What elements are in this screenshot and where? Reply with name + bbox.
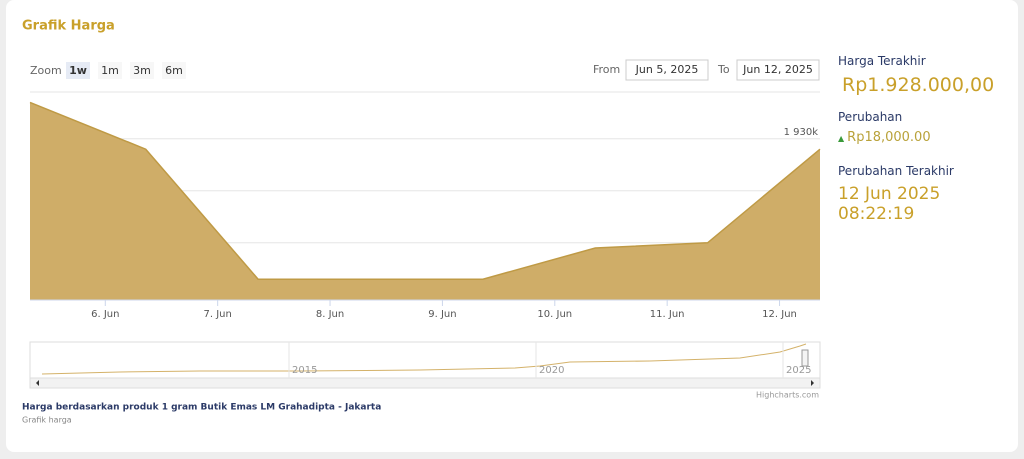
line [29,101,821,280]
x-tick-label: 6. Jun [91,309,119,320]
navigator-line [41,343,807,375]
side-item: Perubahan Terakhir 12 Jun 2025 08:22:19 [838,164,1008,224]
navigator-label: 2025 [786,365,811,376]
sub-caption: Grafik harga [22,416,72,425]
zoom-option[interactable]: 6m [165,64,183,77]
from-input[interactable] [625,59,709,81]
side-label: Perubahan Terakhir [838,164,954,178]
to-label: To [717,63,730,76]
title: Grafik Harga [22,19,115,34]
x-tick-label: 9. Jun [428,309,456,320]
zoom-button[interactable] [162,62,186,79]
navigator-label: 2020 [539,365,564,376]
credit[interactable]: Highcharts.com [756,391,819,400]
zoom-option[interactable]: 1m [101,64,119,77]
zoom-label: Zoom [30,64,62,77]
zoom-option[interactable]: 3m [133,64,151,77]
scrollbar[interactable] [29,377,821,389]
caption: Harga berdasarkan produk 1 gram Butik Em… [22,403,381,413]
to-input[interactable] [736,59,820,81]
zoom-button[interactable] [66,62,90,79]
side-label: Perubahan [838,110,903,124]
navigator-label: 2015 [292,365,317,376]
chart: Grafik Harga Zoom From Jun 5, 2025 To Ju… [22,19,821,425]
from-label: From [593,63,620,76]
navigator-handle[interactable] [801,349,809,367]
x-tick-label: 11. Jun [650,309,685,320]
up-icon: ▲ [838,134,845,143]
y-tick-label: 1 930k [784,127,819,138]
navigator[interactable] [29,341,821,379]
zoom-button[interactable] [130,62,154,79]
x-tick-label: 12. Jun [762,309,797,320]
side-value: ▲ Rp18,000.00 [838,130,1008,145]
side-value-text: Rp18,000.00 [847,130,931,145]
from-date[interactable]: Jun 5, 2025 [635,63,699,76]
side-item: Perubahan ▲ Rp18,000.00 [838,110,1008,145]
area [30,102,820,301]
side-item: Harga Terakhir Rp1.928.000,00 [838,54,1008,96]
zoom-button[interactable] [98,62,122,79]
x-tick-label: 7. Jun [203,309,231,320]
to-date[interactable]: Jun 12, 2025 [742,63,813,76]
zoom-option[interactable]: 1w [69,64,87,77]
side-label: Harga Terakhir [838,54,926,68]
side-value: 12 Jun 2025 08:22:19 [838,184,941,224]
side-value: Rp1.928.000,00 [842,74,995,96]
x-tick-label: 8. Jun [316,309,344,320]
x-tick-label: 10. Jun [537,309,572,320]
